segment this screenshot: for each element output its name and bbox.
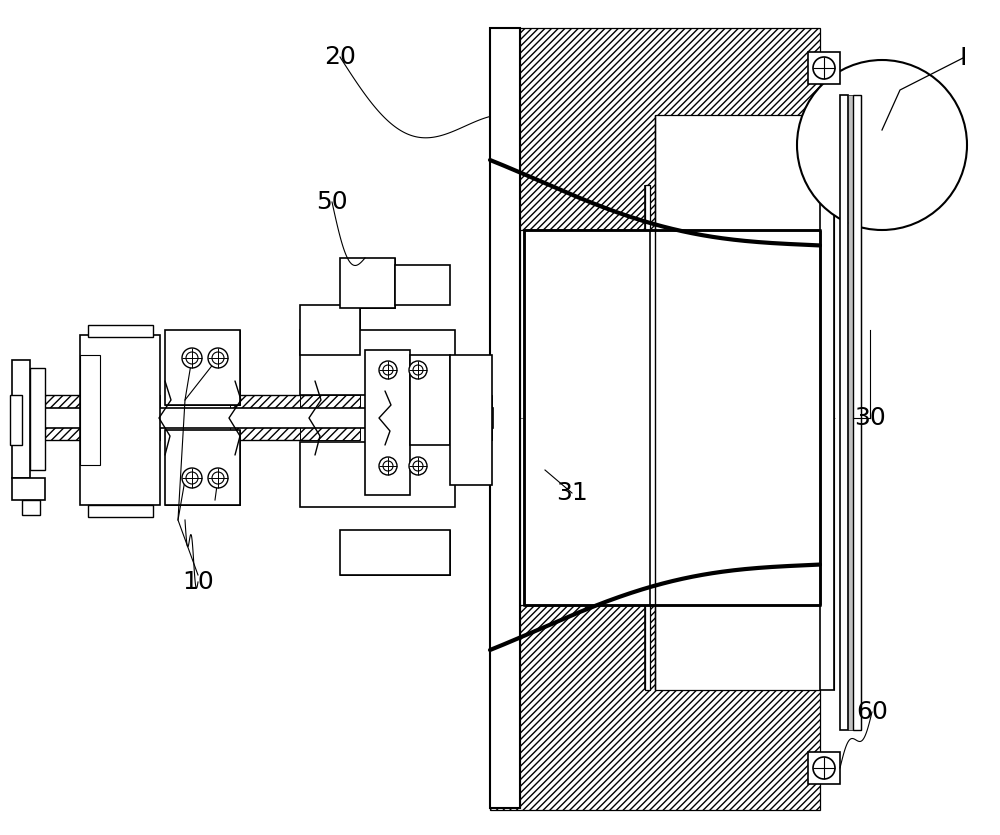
Bar bbox=[808, 52, 840, 84]
Circle shape bbox=[383, 461, 393, 471]
Bar bbox=[80, 355, 100, 465]
Bar bbox=[300, 330, 455, 395]
Circle shape bbox=[186, 352, 198, 364]
Bar bbox=[300, 442, 455, 507]
Circle shape bbox=[813, 57, 835, 79]
Polygon shape bbox=[80, 395, 160, 440]
Circle shape bbox=[208, 468, 228, 488]
Circle shape bbox=[413, 365, 423, 375]
Polygon shape bbox=[490, 28, 820, 230]
Polygon shape bbox=[80, 355, 100, 465]
Circle shape bbox=[409, 457, 427, 475]
Bar bbox=[840, 95, 848, 730]
Bar bbox=[410, 355, 450, 445]
Bar bbox=[22, 500, 40, 515]
Text: 60: 60 bbox=[856, 700, 888, 724]
Polygon shape bbox=[45, 395, 160, 440]
Bar bbox=[165, 430, 240, 505]
Text: 20: 20 bbox=[324, 45, 356, 69]
Polygon shape bbox=[340, 258, 395, 308]
Circle shape bbox=[212, 472, 224, 484]
Polygon shape bbox=[380, 395, 450, 440]
Circle shape bbox=[182, 468, 202, 488]
Bar bbox=[450, 355, 492, 485]
Bar bbox=[340, 530, 450, 575]
Bar bbox=[808, 752, 840, 784]
Circle shape bbox=[379, 361, 397, 379]
Circle shape bbox=[208, 348, 228, 368]
Circle shape bbox=[383, 365, 393, 375]
Text: 31: 31 bbox=[556, 481, 588, 505]
Polygon shape bbox=[230, 395, 310, 440]
Bar bbox=[88, 505, 153, 517]
Bar bbox=[12, 360, 30, 478]
Bar bbox=[395, 265, 450, 305]
Circle shape bbox=[186, 472, 198, 484]
Bar bbox=[300, 305, 360, 355]
Polygon shape bbox=[165, 330, 240, 405]
Circle shape bbox=[212, 352, 224, 364]
Bar bbox=[12, 478, 45, 500]
Bar bbox=[80, 335, 160, 505]
Circle shape bbox=[813, 757, 835, 779]
Bar bbox=[524, 230, 820, 605]
Bar bbox=[88, 325, 153, 337]
Polygon shape bbox=[165, 430, 240, 505]
Bar bbox=[30, 368, 45, 470]
Text: 50: 50 bbox=[316, 190, 348, 214]
Polygon shape bbox=[490, 605, 820, 810]
Bar bbox=[165, 330, 240, 405]
Polygon shape bbox=[300, 305, 360, 355]
Bar bbox=[853, 95, 861, 730]
Polygon shape bbox=[300, 395, 360, 440]
Text: I: I bbox=[959, 46, 967, 70]
Bar bbox=[365, 350, 410, 495]
Bar bbox=[45, 408, 493, 428]
Polygon shape bbox=[340, 530, 450, 575]
Bar bbox=[525, 231, 819, 604]
Bar bbox=[848, 95, 853, 730]
Polygon shape bbox=[450, 395, 492, 440]
Circle shape bbox=[409, 361, 427, 379]
Text: 30: 30 bbox=[854, 406, 886, 430]
Bar bbox=[490, 28, 520, 808]
Bar bbox=[820, 115, 834, 690]
Circle shape bbox=[379, 457, 397, 475]
Bar bbox=[340, 258, 395, 308]
Text: 10: 10 bbox=[182, 570, 214, 594]
Circle shape bbox=[413, 461, 423, 471]
Polygon shape bbox=[365, 395, 410, 440]
Bar bbox=[10, 395, 22, 445]
Circle shape bbox=[797, 60, 967, 230]
Circle shape bbox=[182, 348, 202, 368]
